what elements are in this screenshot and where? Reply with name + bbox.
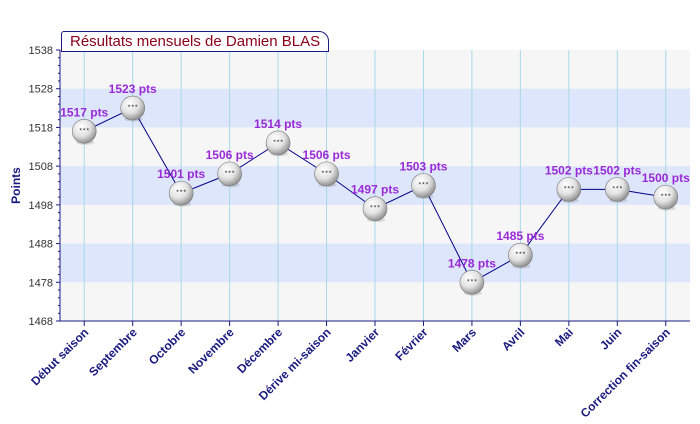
- ping-pong-ball-icon: [314, 161, 339, 187]
- data-label: 1485 pts: [496, 229, 544, 243]
- data-label: 1501 pts: [157, 167, 205, 181]
- x-tick-label: Mai: [552, 325, 576, 349]
- ping-pong-ball-icon: [411, 173, 436, 198]
- ball-logo-mark: ★★★: [563, 184, 574, 189]
- ball-logo-mark: ★★★: [79, 126, 90, 131]
- ping-pong-ball-icon: [71, 119, 97, 144]
- ping-pong-ball-icon: [120, 95, 145, 121]
- x-tick-label: Décembre: [234, 325, 285, 376]
- y-axis-title: Points: [9, 167, 23, 204]
- ping-pong-ball-icon: [217, 161, 242, 187]
- y-tick-label: 1508: [29, 161, 53, 173]
- ping-pong-ball-icon: [168, 180, 194, 206]
- ping-pong-ball-icon: [459, 269, 485, 295]
- ping-pong-ball-icon: [362, 196, 388, 222]
- ball-logo-mark: ★★★: [370, 204, 381, 209]
- y-tick-label: 1538: [29, 45, 53, 57]
- ping-pong-ball-icon: [556, 177, 582, 202]
- ball-logo-mark: ★★★: [515, 250, 526, 255]
- y-tick-label: 1528: [29, 84, 53, 96]
- ball-logo-mark: ★★★: [612, 184, 623, 189]
- data-label: 1500 pts: [642, 171, 690, 185]
- x-tick-label: Février: [392, 325, 430, 363]
- y-tick-label: 1488: [29, 239, 53, 251]
- ball-logo-mark: ★★★: [660, 192, 671, 197]
- ping-pong-ball-icon: [653, 184, 679, 210]
- data-label: 1514 pts: [254, 117, 302, 131]
- data-label: 1503 pts: [399, 160, 447, 174]
- data-label: 1506 pts: [303, 148, 351, 162]
- ball-logo-mark: ★★★: [176, 188, 187, 193]
- data-label: 1497 pts: [351, 183, 399, 197]
- x-tick-label: Correction fin-saison: [578, 325, 673, 420]
- data-label: 1506 pts: [206, 148, 254, 162]
- data-label: 1523 pts: [109, 82, 157, 96]
- data-label: 1517 pts: [60, 105, 108, 119]
- y-tick-label: 1518: [29, 122, 53, 134]
- x-tick-label: Janvier: [343, 325, 383, 365]
- ping-pong-ball-icon: [265, 130, 291, 156]
- chart-title: Résultats mensuels de Damien BLAS: [61, 31, 330, 52]
- ball-logo-mark: ★★★: [273, 138, 284, 143]
- data-label: 1502 pts: [545, 163, 593, 177]
- ball-logo-mark: ★★★: [224, 169, 235, 174]
- ping-pong-ball-icon: [508, 242, 533, 268]
- ball-logo-mark: ★★★: [418, 181, 429, 186]
- ball-logo-mark: ★★★: [127, 103, 138, 108]
- y-tick-label: 1478: [29, 277, 53, 289]
- ping-pong-ball-icon: [605, 177, 630, 202]
- x-tick-label: Octobre: [146, 325, 189, 368]
- y-tick-label: 1498: [29, 200, 53, 212]
- ball-logo-mark: ★★★: [467, 277, 478, 282]
- x-tick-label: Début saison: [28, 325, 91, 388]
- y-tick-label: 1468: [29, 316, 53, 328]
- data-label: 1502 pts: [593, 163, 641, 177]
- x-tick-label: Juin: [597, 325, 624, 352]
- x-tick-label: Novembre: [185, 325, 237, 377]
- data-label: 1478 pts: [448, 256, 496, 270]
- ball-logo-mark: ★★★: [321, 169, 332, 174]
- x-tick-label: Avril: [499, 325, 527, 353]
- x-tick-label: Septembre: [86, 325, 140, 379]
- x-tick-label: Mars: [449, 325, 479, 355]
